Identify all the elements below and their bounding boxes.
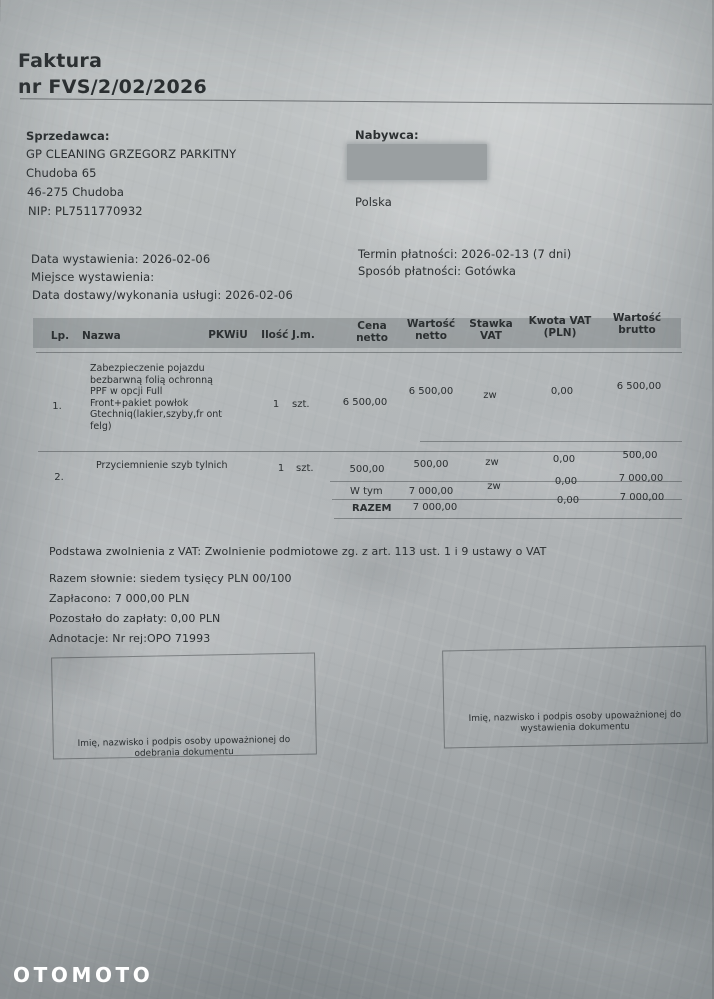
summary-razem-value-net: 7 000,00 — [412, 502, 458, 513]
invoice-title: Faktura — [18, 50, 103, 72]
amount-in-words: Razem słownie: siedem tysięcy PLN 00/100 — [49, 572, 292, 585]
summary-razem-label: RAZEM — [352, 503, 392, 514]
vat-exemption-note: Podstawa zwolnienia z VAT: Zwolnienie po… — [49, 545, 547, 558]
row-2-name: Przyciemnienie szyb tylnich — [96, 460, 228, 471]
row-2-unit: szt. — [296, 463, 314, 474]
row-1-value-gross: 6 500,00 — [616, 381, 662, 392]
col-header-value-net: Wartość netto — [406, 318, 456, 342]
summary-w-tym-value-gross: 7 000,00 — [618, 473, 664, 484]
row-1-vat-rate: zw — [483, 390, 497, 401]
row-1-lp: 1. — [52, 401, 62, 412]
row-2-value-net: 500,00 — [413, 459, 449, 470]
header-divider — [20, 98, 712, 105]
payment-method: Sposób płatności: Gotówka — [358, 264, 517, 278]
buyer-label: Nabywca: — [355, 128, 419, 142]
buyer-name-redaction — [347, 144, 487, 180]
row-2-value-gross: 500,00 — [622, 450, 658, 461]
row-1-divider-right — [420, 441, 682, 442]
signature-label-receiver: Imię, nazwisko i podpis osoby upoważnion… — [77, 734, 291, 759]
remaining-amount: Pozostało do zapłaty: 0,00 PLN — [49, 612, 221, 625]
row-1-vat-amount: 0,00 — [550, 386, 574, 397]
row-2-qty: 1 — [277, 463, 285, 474]
invoice-number: nr FVS/2/02/2026 — [18, 76, 208, 98]
issue-date: Data wystawienia: 2026-02-06 — [31, 252, 211, 266]
paid-amount: Zapłacono: 7 000,00 PLN — [49, 592, 190, 605]
col-header-qty-unit: Ilość J.m. — [261, 329, 315, 341]
seller-street: Chudoba 65 — [26, 166, 97, 180]
seller-city: 46-275 Chudoba — [27, 185, 125, 199]
summary-w-tym-vat-amount: 0,00 — [554, 476, 578, 487]
row-1-name: Zabezpieczenie pojazdu bezbarwną folią o… — [90, 363, 223, 432]
table-header-rule — [36, 352, 682, 353]
payment-due: Termin płatności: 2026-02-13 (7 dni) — [358, 247, 572, 261]
seller-name: GP CLEANING GRZEGORZ PARKITNY — [26, 147, 237, 161]
row-1-price-net: 6 500,00 — [342, 397, 388, 408]
col-header-vat-rate: Stawka VAT — [469, 318, 513, 342]
issue-place: Miejsce wystawienia: — [31, 270, 155, 284]
summary-razem-vat-amount: 0,00 — [556, 495, 580, 506]
summary-w-tym-label: W tym — [350, 486, 383, 497]
row-2-price-net: 500,00 — [349, 464, 385, 475]
col-header-vat-amount: Kwota VAT (PLN) — [528, 315, 592, 339]
col-header-lp: Lp. — [50, 330, 70, 342]
row-2-vat-amount: 0,00 — [552, 454, 576, 465]
seller-label: Sprzedawca: — [26, 129, 110, 143]
annotations: Adnotacje: Nr rej:OPO 71993 — [49, 632, 211, 645]
row-2-divider — [330, 481, 682, 482]
row-2-lp: 2. — [54, 472, 64, 483]
col-header-pkwiu: PKWiU — [208, 329, 248, 341]
row-1-unit: szt. — [292, 399, 310, 410]
col-header-price-net: Cena netto — [356, 320, 388, 344]
col-header-value-gross: Wartość brutto — [612, 312, 662, 336]
delivery-date: Data dostawy/wykonania usługi: 2026-02-0… — [32, 288, 293, 302]
summary-divider — [332, 499, 682, 500]
buyer-country: Polska — [355, 195, 392, 209]
row-1-divider — [38, 451, 638, 452]
summary-w-tym-vat-rate: zw — [487, 481, 501, 492]
col-header-name: Nazwa — [82, 330, 121, 342]
seller-nip: NIP: PL7511770932 — [28, 204, 143, 218]
table-header-band — [33, 318, 681, 348]
otomoto-watermark: OTOMOTO — [13, 963, 154, 987]
row-1-value-net: 6 500,00 — [408, 386, 454, 397]
row-1-qty: 1 — [272, 399, 280, 410]
summary-w-tym-value-net: 7 000,00 — [408, 486, 454, 497]
summary-razem-value-gross: 7 000,00 — [619, 492, 665, 503]
row-2-vat-rate: zw — [485, 457, 499, 468]
summary-bottom-rule — [334, 518, 682, 519]
